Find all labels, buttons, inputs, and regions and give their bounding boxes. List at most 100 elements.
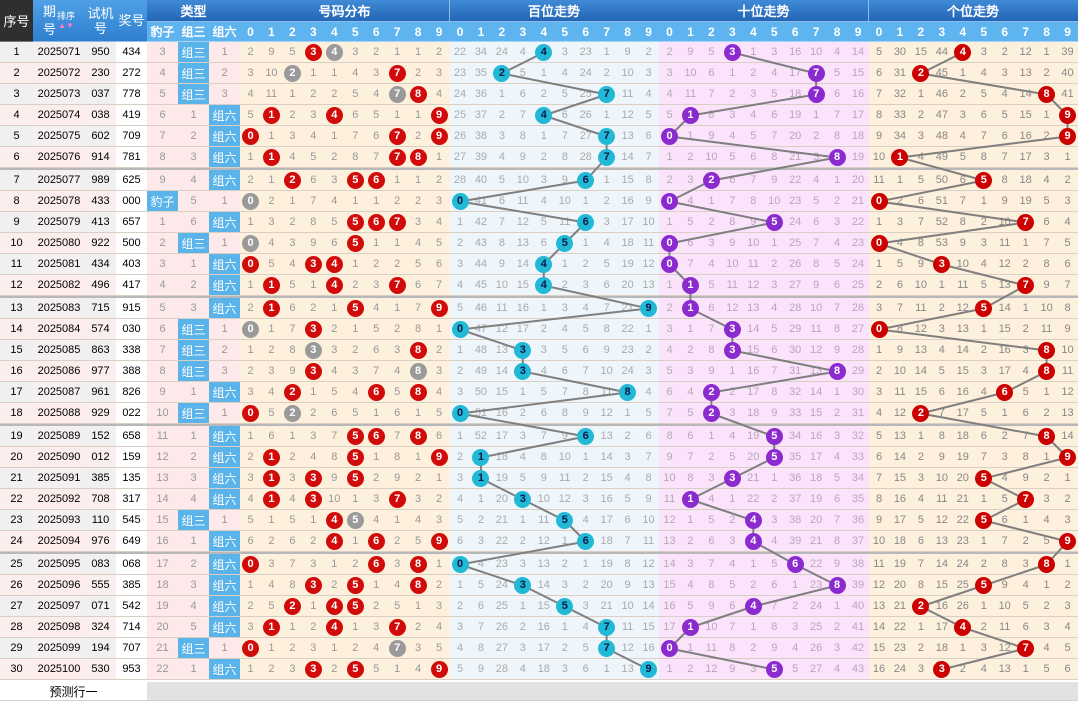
- prediction-cell[interactable]: [763, 682, 786, 701]
- prediction-cell[interactable]: [889, 682, 912, 701]
- prediction-cell[interactable]: [617, 682, 640, 701]
- sort-button[interactable]: 排序 ▲▼: [57, 11, 75, 31]
- header-type-zusan[interactable]: 组三: [178, 22, 210, 42]
- header-shi-digit-4[interactable]: 4: [742, 22, 765, 42]
- prediction-cell[interactable]: [365, 682, 388, 701]
- prediction-cell[interactable]: [596, 682, 619, 701]
- prediction-cell[interactable]: [302, 682, 325, 701]
- prediction-cell[interactable]: [805, 682, 828, 701]
- prediction-cell[interactable]: [742, 682, 765, 701]
- prediction-cell[interactable]: [826, 682, 849, 701]
- header-type-baozi[interactable]: 豹子: [147, 22, 179, 42]
- prediction-type-cell[interactable]: [209, 682, 241, 701]
- header-shi-digit-6[interactable]: 6: [784, 22, 807, 42]
- header-type-zuliu[interactable]: 组六: [209, 22, 241, 42]
- prediction-cell[interactable]: [638, 682, 661, 701]
- header-draw[interactable]: 奖号: [116, 0, 148, 42]
- ge-cell: 5: [1036, 659, 1059, 680]
- type-zuliu-hit: 组六: [209, 275, 241, 296]
- prediction-cell[interactable]: [470, 682, 493, 701]
- header-ge-digit-4[interactable]: 4: [952, 22, 975, 42]
- prediction-cell[interactable]: [281, 682, 304, 701]
- prediction-cell[interactable]: [512, 682, 535, 701]
- header-dist-digit-3[interactable]: 3: [302, 22, 325, 42]
- header-dist-digit-8[interactable]: 8: [407, 22, 430, 42]
- prediction-cell[interactable]: [323, 682, 346, 701]
- ge-cell: 11: [994, 233, 1017, 254]
- bai-cell: 6: [554, 361, 577, 382]
- header-dist-digit-0[interactable]: 0: [240, 22, 262, 42]
- header-dist-digit-6[interactable]: 6: [365, 22, 388, 42]
- header-ge-digit-7[interactable]: 7: [1015, 22, 1038, 42]
- header-dist-digit-5[interactable]: 5: [344, 22, 367, 42]
- prediction-cell[interactable]: [1015, 682, 1038, 701]
- header-ge-digit-6[interactable]: 6: [994, 22, 1017, 42]
- header-shi-digit-0[interactable]: 0: [659, 22, 681, 42]
- prediction-cell[interactable]: [240, 682, 262, 701]
- dist-cell: 3: [281, 233, 304, 254]
- header-dist-digit-2[interactable]: 2: [281, 22, 304, 42]
- ge-cell: 1: [1015, 510, 1038, 531]
- prediction-cell[interactable]: [931, 682, 954, 701]
- prediction-cell[interactable]: [973, 682, 996, 701]
- header-bai-digit-6[interactable]: 6: [575, 22, 598, 42]
- prediction-cell[interactable]: [994, 682, 1017, 701]
- prediction-cell[interactable]: [428, 682, 451, 701]
- prediction-type-cell[interactable]: [147, 682, 179, 701]
- header-bai-digit-9[interactable]: 9: [638, 22, 661, 42]
- header-bai-digit-2[interactable]: 2: [491, 22, 514, 42]
- prediction-cell[interactable]: [386, 682, 409, 701]
- prediction-cell[interactable]: [1057, 682, 1078, 701]
- header-shi-digit-7[interactable]: 7: [805, 22, 828, 42]
- header-ge-digit-9[interactable]: 9: [1057, 22, 1078, 42]
- header-dist-digit-7[interactable]: 7: [386, 22, 409, 42]
- header-shi-digit-8[interactable]: 8: [826, 22, 849, 42]
- prediction-cell[interactable]: [407, 682, 430, 701]
- header-seq[interactable]: 序号: [0, 0, 34, 42]
- header-shi-digit-1[interactable]: 1: [679, 22, 702, 42]
- header-bai-digit-4[interactable]: 4: [533, 22, 556, 42]
- prediction-cell[interactable]: [554, 682, 577, 701]
- prediction-cell[interactable]: [1036, 682, 1059, 701]
- bai-cell: 7: [491, 212, 514, 233]
- dist-ball: 4: [325, 597, 343, 615]
- header-ge-digit-5[interactable]: 5: [973, 22, 996, 42]
- header-ge-digit-3[interactable]: 3: [931, 22, 954, 42]
- prediction-cell[interactable]: [260, 682, 283, 701]
- prediction-cell[interactable]: [449, 682, 472, 701]
- header-bai-digit-8[interactable]: 8: [617, 22, 640, 42]
- header-bai-digit-1[interactable]: 1: [470, 22, 493, 42]
- prediction-cell[interactable]: [721, 682, 744, 701]
- header-shi-digit-5[interactable]: 5: [763, 22, 786, 42]
- header-ge-digit-0[interactable]: 0: [868, 22, 891, 42]
- prediction-cell[interactable]: [344, 682, 367, 701]
- header-dist-digit-1[interactable]: 1: [260, 22, 283, 42]
- prediction-cell[interactable]: [659, 682, 681, 701]
- prediction-cell[interactable]: [491, 682, 514, 701]
- prediction-cell[interactable]: [533, 682, 556, 701]
- prediction-cell[interactable]: [868, 682, 891, 701]
- prediction-cell[interactable]: [784, 682, 807, 701]
- header-period[interactable]: 期号 排序 ▲▼: [33, 0, 86, 42]
- header-dist-digit-4[interactable]: 4: [323, 22, 346, 42]
- prediction-cell[interactable]: [847, 682, 870, 701]
- header-trial[interactable]: 试机号: [85, 0, 117, 42]
- header-shi-digit-2[interactable]: 2: [700, 22, 723, 42]
- dist-cell: 1: [260, 638, 283, 659]
- header-shi-digit-3[interactable]: 3: [721, 22, 744, 42]
- header-bai-digit-5[interactable]: 5: [554, 22, 577, 42]
- prediction-cell[interactable]: [700, 682, 723, 701]
- header-ge-digit-1[interactable]: 1: [889, 22, 912, 42]
- prediction-cell[interactable]: [952, 682, 975, 701]
- header-ge-digit-2[interactable]: 2: [910, 22, 933, 42]
- header-ge-digit-8[interactable]: 8: [1036, 22, 1059, 42]
- prediction-cell[interactable]: [679, 682, 702, 701]
- header-bai-digit-3[interactable]: 3: [512, 22, 535, 42]
- header-bai-digit-7[interactable]: 7: [596, 22, 619, 42]
- prediction-type-cell[interactable]: [178, 682, 210, 701]
- header-bai-digit-0[interactable]: 0: [449, 22, 472, 42]
- prediction-cell[interactable]: [575, 682, 598, 701]
- prediction-cell[interactable]: [910, 682, 933, 701]
- header-dist-digit-9[interactable]: 9: [428, 22, 451, 42]
- header-shi-digit-9[interactable]: 9: [847, 22, 870, 42]
